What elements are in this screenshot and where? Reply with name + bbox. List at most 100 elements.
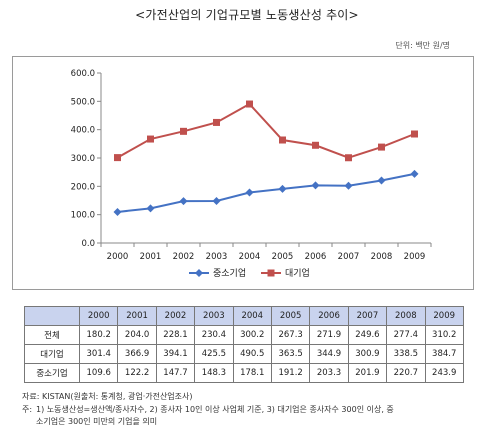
x-tick-label: 2001 [140,252,162,262]
table-cell: 425.5 [194,344,234,364]
table-cell: 384.7 [424,344,464,364]
table-cell: 230.4 [194,325,234,345]
data-point [278,184,287,193]
x-tick-label: 2008 [371,252,393,262]
table-cell: 147.7 [155,363,196,383]
y-tick-label: 100.0 [71,211,95,221]
data-point [279,136,286,144]
data-point [114,154,121,162]
table-header-cell: 2001 [117,306,157,326]
data-point [246,100,253,108]
table-header-cell: 2006 [309,306,349,326]
table-header-cell: 2000 [78,306,119,326]
y-tick-label: 200.0 [71,182,95,192]
table-header-cell: 2007 [347,306,388,326]
data-point [312,141,319,149]
y-tick-label: 400.0 [71,126,95,136]
note-label: 주: [22,405,33,414]
x-tick-label: 2003 [206,252,228,262]
table-cell: 363.5 [270,344,311,364]
data-point [213,118,220,126]
table-cell: 148.3 [194,363,234,383]
table-cell: 203.3 [309,363,349,383]
table-cell: 204.0 [117,325,157,345]
source-note: 자료: KISTAN(원출처: 통계청, 광업·가전산업조사) [22,392,193,401]
unit-label: 단위: 백만 원/명 [395,41,450,50]
x-tick-label: 2006 [305,252,327,262]
x-tick-label: 2004 [239,252,261,262]
x-tick-label: 2000 [107,252,129,262]
data-point [113,207,122,216]
table-cell: 228.1 [155,325,196,345]
x-tick-label: 2007 [338,252,360,262]
table-cell: 490.5 [232,344,272,364]
table-header-cell: 2009 [424,306,464,326]
table-cell: 243.9 [424,363,464,383]
table-header-cell: 2002 [155,306,196,326]
table-corner-cell [24,306,80,326]
line-chart: 0.0 100.0 200.0 300.0 400.0 500.0 600.0 2000 200… [71,69,432,279]
data-point [180,127,187,135]
y-tick-label: 300.0 [71,154,95,164]
data-point [344,181,353,190]
table-cell: 109.6 [78,363,119,383]
data-point [311,181,320,190]
table-cell: 301.4 [78,344,119,364]
data-point [147,135,154,143]
series-line-2 [117,102,415,159]
x-tick-label: 2009 [404,252,426,262]
table-row: 중소기업 109.6 122.2 147.7 148.3 178.1 191.2 203.3 2… [24,363,464,383]
table-cell: 310.2 [424,325,464,345]
footnotes: 주: 1) 노동생산성=생산액/종사자수, 2) 종사자 10인 이상 사업체 기… [22,404,472,428]
data-point [179,197,188,206]
data-point [146,204,155,213]
data-point [212,196,221,205]
table-row: 전체 180.2 204.0 228.1 230.4 300.2 267.3 271.9 249… [24,325,464,345]
table-header-cell: 2005 [270,306,311,326]
note-line-2: 소기업은 300인 미만의 기업을 의미 [36,417,158,426]
y-tick-label: 0.0 [81,239,95,249]
data-point [245,188,254,197]
row-label: 전체 [24,325,80,345]
table-cell: 338.5 [386,344,426,364]
data-point [377,176,386,185]
table-cell: 220.7 [386,363,426,383]
row-label: 중소기업 [24,363,80,383]
table-cell: 271.9 [309,325,349,345]
table-header-cell: 2003 [194,306,234,326]
chart-title: <가전산업의 기업규모별 노동생산성 추이> [135,8,359,22]
table-cell: 300.2 [232,325,272,345]
legend-marker [195,269,203,277]
table-cell: 249.6 [347,325,388,345]
data-point [411,130,418,138]
table-cell: 300.9 [347,344,388,364]
table-cell: 344.9 [309,344,349,364]
y-tick-label: 600.0 [71,69,95,79]
data-point [345,154,352,162]
table-cell: 267.3 [270,325,311,345]
table-cell: 366.9 [117,344,157,364]
table-header-cell: 2008 [386,306,426,326]
table-header-cell: 2004 [232,306,272,326]
legend-label: 중소기업 [213,268,246,279]
table-cell: 178.1 [232,363,272,383]
series-line-1 [117,172,415,213]
table-cell: 191.2 [270,363,311,383]
table-cell: 394.1 [155,344,196,364]
legend-marker [267,269,275,277]
table-header-row: 2000 2001 2002 2003 2004 2005 2006 2007 2008 2009 [24,306,464,326]
table-cell: 201.9 [347,363,388,383]
table-cell: 277.4 [386,325,426,345]
x-tick-label: 2005 [272,252,294,262]
note-line-1: 1) 노동생산성=생산액/종사자수, 2) 종사자 10인 이상 사업체 기준,… [36,405,394,414]
table-row: 대기업 301.4 366.9 394.1 425.5 490.5 363.5 344.9 30… [24,344,464,364]
data-point [410,169,419,178]
x-tick-label: 2002 [173,252,195,262]
data-table: 2000 2001 2002 2003 2004 2005 2006 2007 2008 2009… [24,306,464,383]
legend-label: 대기업 [285,268,310,279]
table-cell: 180.2 [78,325,119,345]
data-point [378,143,385,151]
row-label: 대기업 [24,344,80,364]
table-cell: 122.2 [117,363,157,383]
y-tick-label: 500.0 [71,97,95,107]
